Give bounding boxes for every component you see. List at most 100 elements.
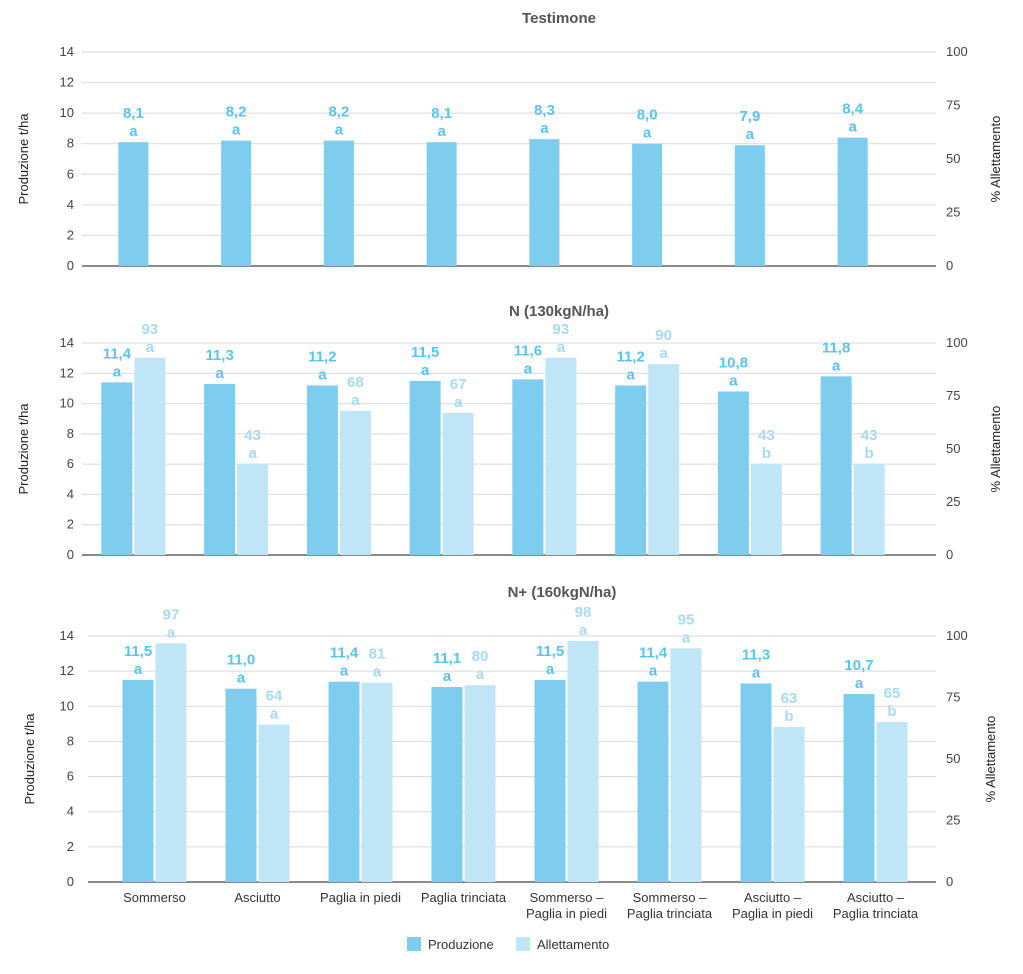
y2-tick-label: 75 <box>946 690 960 705</box>
chart-panel-2: N (130kgN/ha)024681012140255075100Produz… <box>16 303 1003 562</box>
chart-title: N+ (160kgN/ha) <box>508 584 617 601</box>
allettamento-bar <box>876 722 908 882</box>
produzione-bar <box>740 683 772 882</box>
data-label: 11,4 <box>103 345 132 362</box>
significance-letter: a <box>546 661 555 678</box>
significance-letter: a <box>248 445 257 462</box>
significance-letter: b <box>784 708 793 725</box>
data-label: 11,3 <box>205 347 233 364</box>
data-label: 11,5 <box>124 643 152 660</box>
produzione-bar <box>431 686 463 882</box>
data-label: 8,2 <box>328 104 349 121</box>
y2-tick-label: 0 <box>946 258 953 273</box>
significance-letter: a <box>454 394 463 411</box>
data-label: 11,8 <box>822 339 850 356</box>
data-label: 11,2 <box>308 348 336 365</box>
produzione-bar <box>734 145 765 266</box>
x-tick-label: Paglia in piedi <box>320 890 401 905</box>
y-tick-label: 10 <box>60 396 74 411</box>
y-tick-label: 6 <box>67 166 74 181</box>
data-label: 68 <box>347 374 364 391</box>
allettamento-bar <box>750 463 782 555</box>
y-tick-label: 12 <box>60 365 74 380</box>
data-label: 11,2 <box>616 348 644 365</box>
y2-tick-label: 100 <box>946 335 968 350</box>
allettamento-bar <box>237 463 269 555</box>
data-label: 81 <box>369 646 386 663</box>
produzione-bar <box>426 142 457 266</box>
y-tick-label: 8 <box>67 426 74 441</box>
data-label: 11,4 <box>330 645 359 662</box>
y-tick-label: 14 <box>60 44 74 59</box>
significance-letter: a <box>557 339 566 356</box>
chart-legend: Produzione Allettamento <box>407 937 609 952</box>
data-label: 11,5 <box>411 344 439 361</box>
produzione-bar <box>101 382 133 555</box>
allettamento-bar <box>361 682 393 882</box>
y2-tick-label: 75 <box>946 98 960 113</box>
data-label: 43 <box>861 427 878 444</box>
y-tick-label: 12 <box>60 663 74 678</box>
produzione-bar <box>409 380 441 555</box>
allettamento-bar <box>567 640 599 882</box>
y-axis-title: Produzione t/ha <box>16 403 31 495</box>
y-axis-title: Produzione t/ha <box>16 113 31 205</box>
data-label: 65 <box>884 685 901 702</box>
significance-letter: a <box>134 661 143 678</box>
significance-letter: a <box>421 362 430 379</box>
x-tick-label: Sommerso <box>123 890 186 905</box>
legend-swatch-allettamento <box>516 937 530 951</box>
y2-axis-title: % Allettamento <box>983 716 998 803</box>
allettamento-bar <box>853 463 885 555</box>
significance-letter: a <box>215 365 224 382</box>
produzione-bar <box>529 139 560 266</box>
legend-label-allettamento: Allettamento <box>537 937 609 952</box>
produzione-bar <box>323 140 354 266</box>
data-label: 43 <box>244 427 261 444</box>
data-label: 11,0 <box>227 652 255 669</box>
y-tick-label: 10 <box>60 105 74 120</box>
significance-letter: a <box>237 670 246 687</box>
data-label: 8,4 <box>842 101 864 118</box>
produzione-bar <box>118 142 149 266</box>
significance-letter: a <box>729 372 738 389</box>
allettamento-bar <box>442 412 474 555</box>
y-tick-label: 12 <box>60 75 74 90</box>
x-tick-label: Asciutto – <box>744 890 802 905</box>
y2-tick-label: 0 <box>946 874 953 889</box>
significance-letter: a <box>524 360 533 377</box>
x-tick-label: Asciutto – <box>847 890 905 905</box>
data-label: 10,8 <box>719 354 748 371</box>
legend-label-produzione: Produzione <box>428 937 494 952</box>
y-tick-label: 8 <box>67 136 74 151</box>
produzione-bar <box>122 679 154 882</box>
y2-tick-label: 25 <box>946 205 960 220</box>
allettamento-bar <box>339 410 371 555</box>
data-label: 8,0 <box>637 107 658 124</box>
significance-letter: a <box>752 664 761 681</box>
significance-letter: b <box>865 445 874 462</box>
produzione-bar <box>843 693 875 882</box>
data-label: 10,7 <box>844 657 873 674</box>
significance-letter: a <box>746 126 755 143</box>
data-label: 8,3 <box>534 102 555 119</box>
data-label: 97 <box>163 606 180 623</box>
significance-letter: a <box>437 123 446 140</box>
allettamento-bar <box>670 648 702 882</box>
x-tick-label: Paglia trinciata <box>833 906 919 921</box>
significance-letter: a <box>351 392 360 409</box>
data-label: 90 <box>655 327 672 344</box>
significance-letter: a <box>643 125 652 142</box>
data-label: 93 <box>142 321 159 338</box>
y-tick-label: 6 <box>67 456 74 471</box>
produzione-bar <box>534 679 566 882</box>
x-tick-label: Paglia trinciata <box>421 890 507 905</box>
y-tick-label: 4 <box>67 804 74 819</box>
y-tick-label: 0 <box>67 258 74 273</box>
data-label: 8,2 <box>226 104 247 121</box>
allettamento-bar <box>648 364 680 555</box>
significance-letter: a <box>340 663 349 680</box>
produzione-bar <box>632 143 663 266</box>
x-tick-label: Asciutto <box>234 890 280 905</box>
y2-tick-label: 25 <box>946 494 960 509</box>
